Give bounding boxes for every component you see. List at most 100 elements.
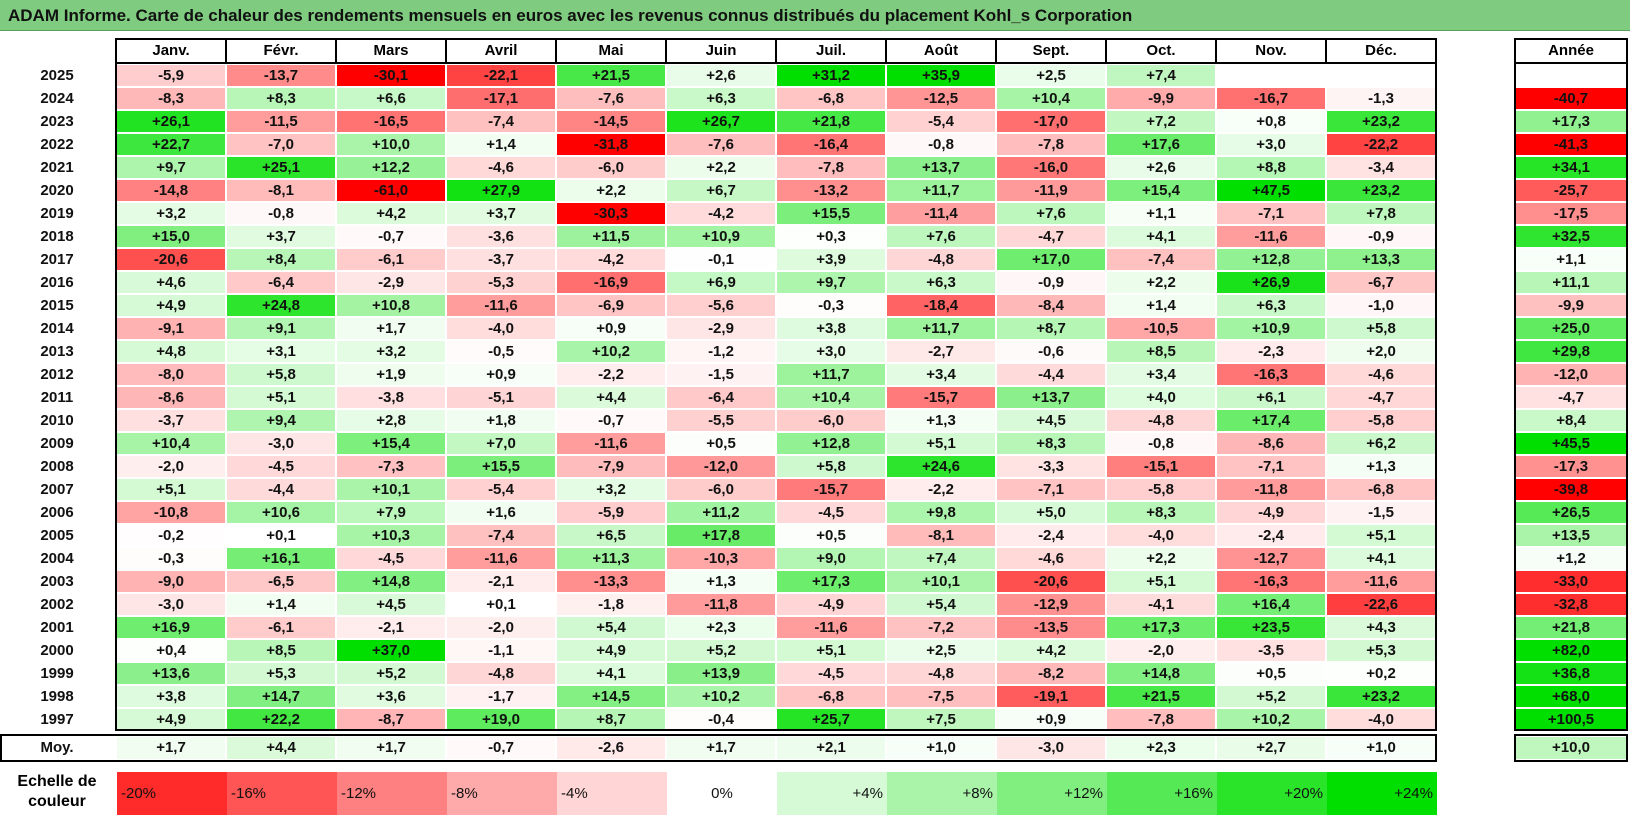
heatmap-cell: +11,2 — [667, 502, 775, 523]
heatmap-cell: +3,8 — [777, 318, 885, 339]
heatmap-cell: +3,6 — [337, 686, 445, 707]
heatmap-cell: -7,5 — [887, 686, 995, 707]
average-cell: +2,1 — [777, 737, 885, 759]
heatmap-cell: -0,9 — [997, 272, 1105, 293]
heatmap-cell: +0,9 — [447, 364, 555, 385]
heatmap-cell: +3,0 — [777, 341, 885, 362]
heatmap-cell: -11,6 — [447, 295, 555, 316]
heatmap-cell: +10,3 — [337, 525, 445, 546]
heatmap-cell: +2,6 — [667, 65, 775, 86]
heatmap-cell: +1,7 — [337, 318, 445, 339]
legend-step: -20% — [117, 772, 227, 815]
heatmap-cell: -0,8 — [227, 203, 335, 224]
heatmap-cell: -4,8 — [887, 663, 995, 684]
heatmap-cell: -22,2 — [1327, 134, 1435, 155]
heatmap-cell: -7,2 — [887, 617, 995, 638]
heatmap-cell: -16,0 — [997, 157, 1105, 178]
heatmap-cell: +5,1 — [887, 433, 995, 454]
year-label: 2024 — [40, 90, 74, 107]
heatmap-cell: -3,3 — [997, 456, 1105, 477]
annual-cell: -12,0 — [1516, 364, 1626, 385]
heatmap-cell: +8,4 — [227, 249, 335, 270]
legend-title: Echelle de couleur — [0, 772, 114, 812]
heatmap-cell: +4,1 — [557, 663, 665, 684]
heatmap-cell: -8,0 — [117, 364, 225, 385]
year-label: 2009 — [40, 435, 74, 452]
year-label: 2023 — [40, 113, 74, 130]
heatmap-cell: +3,8 — [117, 686, 225, 707]
annual-cell: +32,5 — [1516, 226, 1626, 247]
heatmap-cell: -4,9 — [1217, 502, 1325, 523]
heatmap-cell: -15,7 — [887, 387, 995, 408]
month-header: Mai — [555, 38, 667, 64]
heatmap-cell: +7,5 — [887, 709, 995, 730]
average-cell: +4,4 — [227, 737, 335, 759]
heatmap-cell: +10,1 — [887, 571, 995, 592]
year-label: 2013 — [40, 343, 74, 360]
legend-step: -12% — [337, 772, 447, 815]
heatmap-cell: -5,4 — [447, 479, 555, 500]
year-label: 2017 — [40, 251, 74, 268]
annual-cell: +82,0 — [1516, 640, 1626, 661]
legend-title-line: Echelle de — [17, 773, 97, 790]
month-header: Nov. — [1215, 38, 1327, 64]
heatmap-cell: +24,8 — [227, 295, 335, 316]
heatmap-cell: +8,5 — [1107, 341, 1215, 362]
heatmap-cell: -6,0 — [557, 157, 665, 178]
heatmap-cell: -3,8 — [337, 387, 445, 408]
heatmap-cell: -0,4 — [667, 709, 775, 730]
heatmap-cell: +10,4 — [117, 433, 225, 454]
heatmap-cell: -13,7 — [227, 65, 335, 86]
heatmap-cell: +7,0 — [447, 433, 555, 454]
heatmap-cell: -20,6 — [117, 249, 225, 270]
heatmap-cell: +37,0 — [337, 640, 445, 661]
heatmap-cell: +5,8 — [227, 364, 335, 385]
heatmap-cell: -15,7 — [777, 479, 885, 500]
heatmap-cell: +6,3 — [887, 272, 995, 293]
heatmap-cell: -12,7 — [1217, 548, 1325, 569]
heatmap-cell: +17,4 — [1217, 410, 1325, 431]
year-label: 2002 — [40, 596, 74, 613]
heatmap-cell: -4,5 — [777, 502, 885, 523]
heatmap-cell: +1,4 — [227, 594, 335, 615]
heatmap-cell: -0,8 — [887, 134, 995, 155]
heatmap-cell: -4,1 — [1107, 594, 1215, 615]
legend-step: -16% — [227, 772, 337, 815]
heatmap-cell: -2,9 — [667, 318, 775, 339]
heatmap-cell: -16,7 — [1217, 88, 1325, 109]
heatmap-cell: +1,1 — [1107, 203, 1215, 224]
heatmap-cell: +10,4 — [997, 88, 1105, 109]
annual-cell: +26,5 — [1516, 502, 1626, 523]
heatmap-cell: -8,2 — [997, 663, 1105, 684]
heatmap-cell: +8,7 — [997, 318, 1105, 339]
legend-step: -8% — [447, 772, 557, 815]
heatmap-cell: -19,1 — [997, 686, 1105, 707]
heatmap-cell: +2,0 — [1327, 341, 1435, 362]
heatmap-cell: -1,1 — [447, 640, 555, 661]
heatmap-cell: +13,7 — [887, 157, 995, 178]
month-header: Déc. — [1325, 38, 1437, 64]
heatmap-cell: +0,1 — [227, 525, 335, 546]
heatmap-cell: -7,6 — [557, 88, 665, 109]
month-header: Août — [885, 38, 997, 64]
heatmap-cell: -6,1 — [337, 249, 445, 270]
heatmap-cell: -2,1 — [447, 571, 555, 592]
heatmap-cell: +5,1 — [227, 387, 335, 408]
heatmap-cell: +4,5 — [997, 410, 1105, 431]
heatmap-cell: +9,7 — [117, 157, 225, 178]
heatmap-cell: -4,6 — [997, 548, 1105, 569]
page-title: ADAM Informe. Carte de chaleur des rende… — [8, 6, 1133, 25]
heatmap-cell: -6,8 — [1327, 479, 1435, 500]
heatmap-cell: -7,1 — [1217, 456, 1325, 477]
heatmap-cell: +2,3 — [667, 617, 775, 638]
heatmap-cell: +15,5 — [447, 456, 555, 477]
average-cell: +1,0 — [1327, 737, 1435, 759]
month-header: Oct. — [1105, 38, 1217, 64]
heatmap-cell: +5,4 — [887, 594, 995, 615]
heatmap-cell: +22,7 — [117, 134, 225, 155]
heatmap-cell: +5,4 — [557, 617, 665, 638]
heatmap-cell: -2,4 — [1217, 525, 1325, 546]
year-label: 2011 — [40, 389, 74, 406]
heatmap-cell: +0,9 — [557, 318, 665, 339]
heatmap-cell: +3,9 — [777, 249, 885, 270]
